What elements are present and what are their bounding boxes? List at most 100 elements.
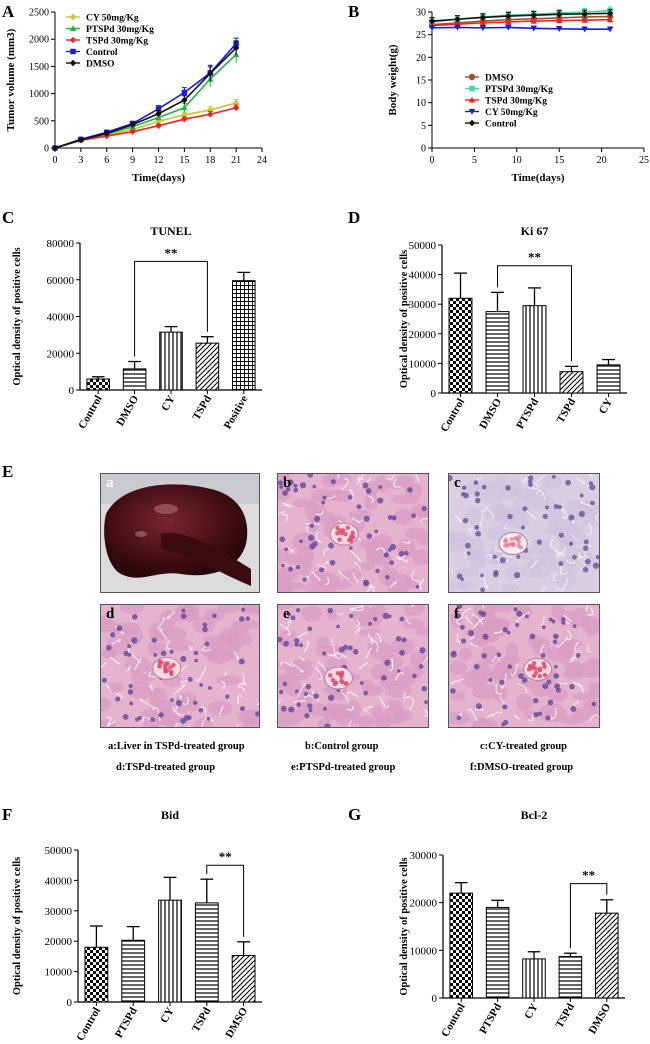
series-line <box>54 106 237 149</box>
bar <box>448 297 473 394</box>
nucleus <box>279 689 284 695</box>
significance-bracket <box>206 864 245 937</box>
cytoplasm <box>166 626 187 642</box>
nucleus <box>336 624 340 629</box>
nucleus <box>502 627 508 633</box>
sinusoid <box>501 554 513 558</box>
sinusoid <box>324 576 330 586</box>
cytoplasm <box>588 657 599 666</box>
data-point <box>155 106 162 112</box>
data-point <box>479 14 487 21</box>
sinusoid <box>481 508 486 514</box>
nucleus <box>499 679 505 685</box>
blood-cell <box>509 537 514 542</box>
sinusoid <box>371 585 377 592</box>
sinusoid <box>280 661 294 668</box>
nucleus <box>127 652 132 657</box>
cytoplasm <box>130 680 151 700</box>
bar <box>596 364 621 394</box>
sinusoid <box>559 564 569 575</box>
nucleus <box>312 484 317 489</box>
sinusoid <box>341 691 350 704</box>
nucleus <box>480 587 485 592</box>
sinusoid <box>106 720 116 727</box>
sinusoid <box>316 563 326 568</box>
sinusoid <box>166 611 175 620</box>
cytoplasm <box>396 475 415 486</box>
sinusoid <box>552 573 558 581</box>
nucleus <box>541 625 546 630</box>
data-point <box>530 11 537 19</box>
sinusoid <box>295 631 308 639</box>
nucleus <box>374 529 379 534</box>
data-point <box>479 19 487 26</box>
nucleus <box>202 622 208 628</box>
nucleus <box>516 554 521 559</box>
nucleus <box>542 513 548 519</box>
nucleus <box>366 533 373 539</box>
nucleus <box>506 630 511 635</box>
y-tick-label: 30000 <box>409 299 437 311</box>
nucleus <box>321 500 326 505</box>
sinusoid <box>323 547 330 556</box>
sinusoid <box>371 638 379 652</box>
sinusoid <box>569 650 581 663</box>
y-tick-label: 10000 <box>45 967 73 979</box>
blood-cell <box>339 670 345 676</box>
sinusoid <box>101 662 107 668</box>
nucleus <box>293 483 298 488</box>
y-tick-label: 1000 <box>29 89 49 100</box>
sinusoid <box>556 636 569 648</box>
nucleus <box>536 539 543 545</box>
significance-label: ** <box>219 849 232 864</box>
x-tick-label: 15 <box>179 155 189 166</box>
sinusoid <box>550 538 554 546</box>
legend-label: DMSO <box>86 60 115 70</box>
blood-cell <box>330 678 336 683</box>
sinusoid <box>311 570 321 582</box>
bar <box>159 331 183 391</box>
significance-label: ** <box>582 868 595 883</box>
sinusoid <box>484 506 495 518</box>
cytoplasm <box>388 584 409 592</box>
nucleus <box>475 530 481 537</box>
sinusoid <box>315 531 323 544</box>
x-tick-label: 15 <box>554 155 564 166</box>
data-point <box>454 16 461 23</box>
cytoplasm <box>373 716 393 727</box>
sinusoid <box>527 482 539 490</box>
cytoplasm <box>397 665 424 680</box>
legend-label: TSPd 30mg/Kg <box>485 97 547 107</box>
nucleus <box>245 616 251 621</box>
x-tick-label: 5 <box>472 155 477 166</box>
cytoplasm <box>103 648 116 658</box>
data-point <box>155 122 162 129</box>
sinusoid <box>375 633 382 643</box>
legend-marker <box>69 36 77 44</box>
x-tick-label: TSPd <box>190 394 214 423</box>
nucleus <box>528 475 534 481</box>
x-tick-label: 0 <box>53 155 58 166</box>
image-letter: f <box>454 606 459 622</box>
nucleus <box>356 504 362 510</box>
nucleus <box>307 703 313 709</box>
y-tick-label: 30 <box>416 8 426 19</box>
nucleus <box>328 542 335 549</box>
nucleus <box>280 705 287 712</box>
bar <box>449 892 473 999</box>
sinusoid <box>485 554 492 560</box>
blood-cell <box>335 531 340 536</box>
y-tick-label: 20000 <box>410 898 438 910</box>
nucleus <box>389 543 397 551</box>
blood-cell <box>169 669 174 675</box>
cytoplasm <box>106 682 124 693</box>
nucleus <box>255 711 259 717</box>
cytoplasm <box>393 709 413 722</box>
nucleus <box>518 673 524 679</box>
sinusoid <box>299 656 306 662</box>
nucleus <box>281 563 285 568</box>
legend-label: Control <box>485 120 517 130</box>
sinusoid <box>367 495 374 504</box>
cytoplasm <box>542 474 563 490</box>
legend-marker <box>468 96 476 103</box>
